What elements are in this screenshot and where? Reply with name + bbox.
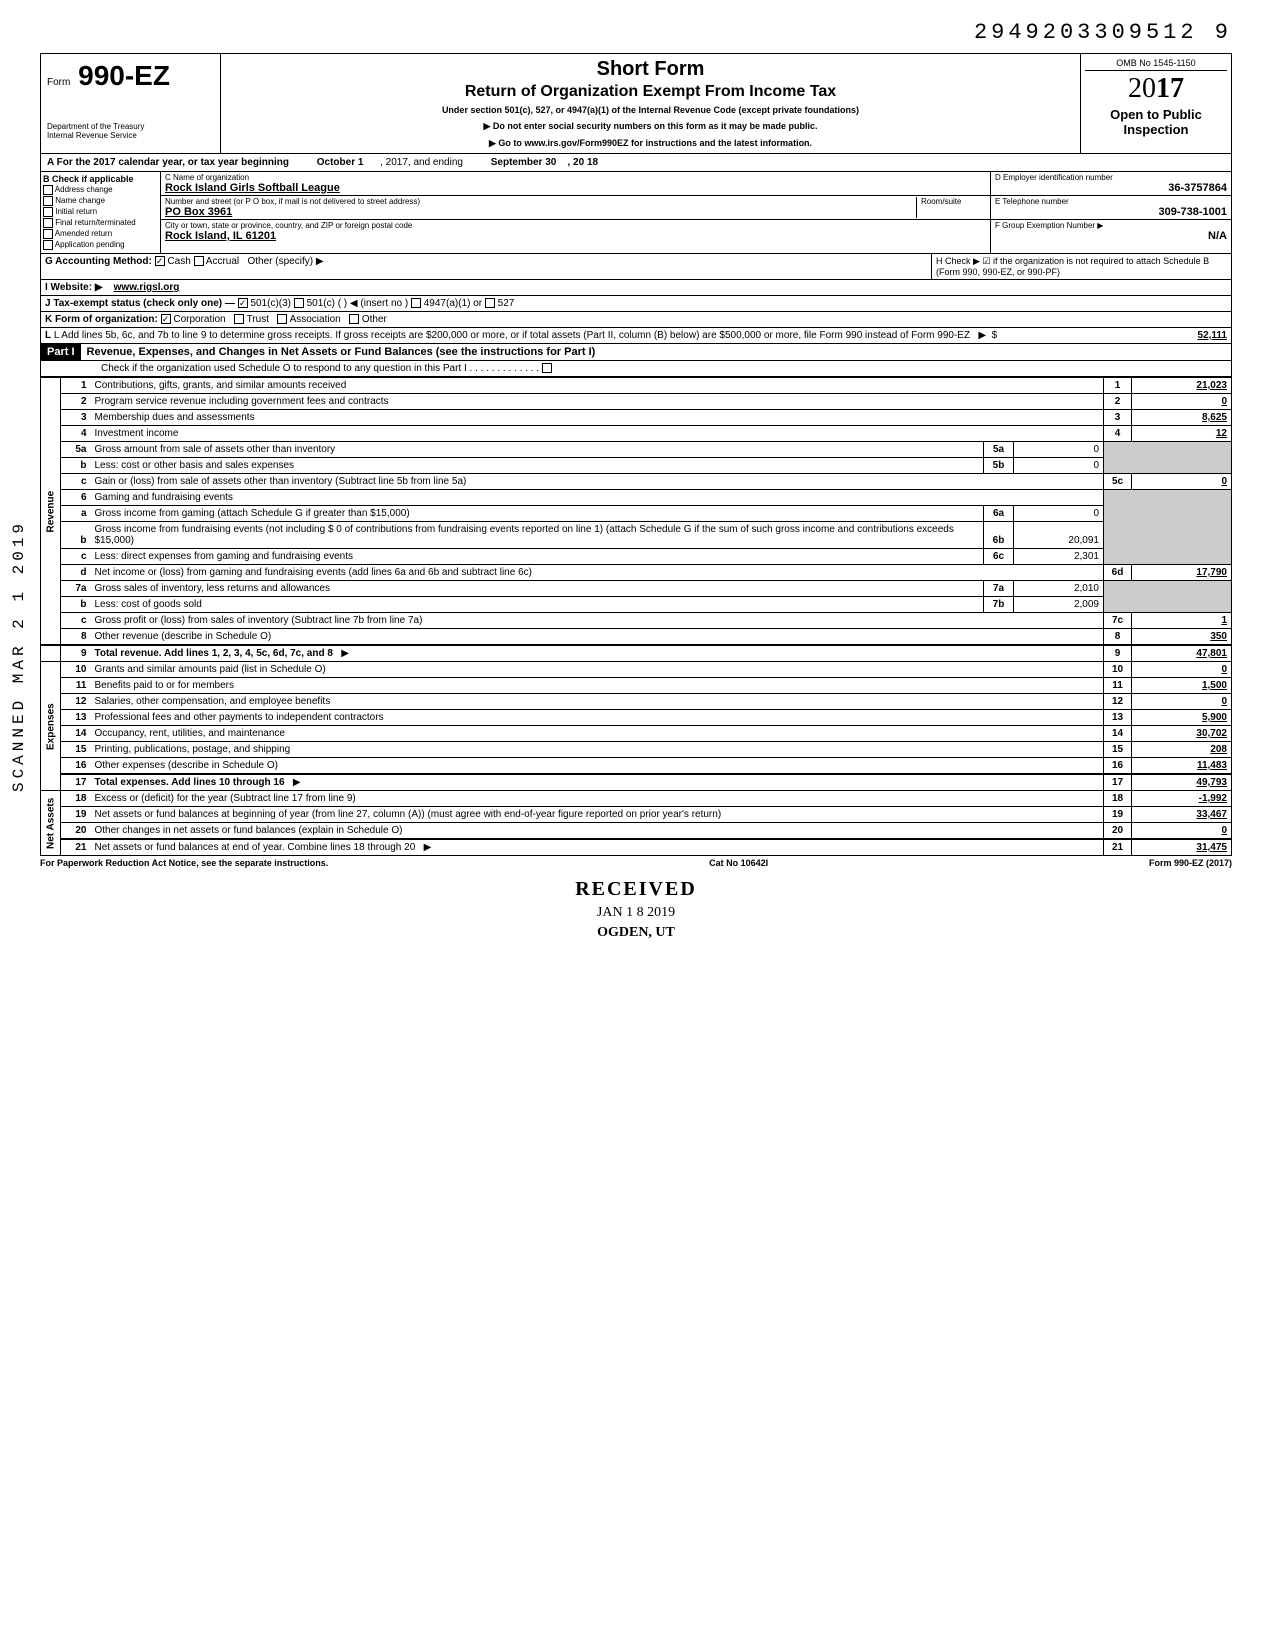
chk-association[interactable] xyxy=(277,314,287,324)
row-l-gross-receipts: L L Add lines 5b, 6c, and 7b to line 9 t… xyxy=(41,328,1131,343)
chk-trust[interactable] xyxy=(234,314,244,324)
row-j-tax-status: J Tax-exempt status (check only one) — ✓… xyxy=(41,296,1231,311)
footer-cat: Cat No 10642I xyxy=(709,858,768,868)
section-expenses: Expenses xyxy=(41,662,61,791)
chk-527[interactable] xyxy=(485,298,495,308)
part1-check: Check if the organization used Schedule … xyxy=(41,361,1231,376)
entity-info-grid: B Check if applicable Address change Nam… xyxy=(40,172,1232,254)
part1-title: Revenue, Expenses, and Changes in Net As… xyxy=(81,346,596,358)
footer-paperwork: For Paperwork Reduction Act Notice, see … xyxy=(40,858,328,868)
tax-year: 20201717 xyxy=(1085,73,1227,105)
e-phone-label: E Telephone number xyxy=(995,197,1227,206)
row-g-accounting: G Accounting Method: ✓ Cash Accrual Othe… xyxy=(41,254,931,279)
form-prefix: Form xyxy=(47,77,70,88)
scanned-stamp: SCANNED MAR 2 1 2019 xyxy=(10,520,28,792)
b-header: B Check if applicable xyxy=(43,174,158,184)
phone-value: 309-738-1001 xyxy=(995,206,1227,218)
c-city-label: City or town, state or province, country… xyxy=(165,221,986,230)
form-header: Form 990-EZ Department of the Treasury I… xyxy=(40,53,1232,154)
subtitle: Under section 501(c), 527, or 4947(a)(1)… xyxy=(229,105,1072,115)
chk-address-change[interactable]: Address change xyxy=(43,185,158,195)
row-h-schedule-b: H Check ▶ ☑ if the organization is not r… xyxy=(931,254,1231,279)
open-public: Open to Public Inspection xyxy=(1085,107,1227,137)
chk-corporation[interactable]: ✓ xyxy=(161,314,171,324)
title-short-form: Short Form xyxy=(229,58,1072,81)
chk-final-return[interactable]: Final return/terminated xyxy=(43,218,158,228)
doc-id-number: 2949203309512 9 xyxy=(40,20,1232,45)
room-suite-label: Room/suite xyxy=(916,197,986,218)
section-net-assets: Net Assets xyxy=(41,791,61,856)
l-amount: 52,111 xyxy=(1131,328,1231,343)
chk-initial-return[interactable]: Initial return xyxy=(43,207,158,217)
form-number: 990-EZ xyxy=(78,60,170,91)
chk-amended[interactable]: Amended return xyxy=(43,229,158,239)
org-address: PO Box 3961 xyxy=(165,206,916,218)
omb-number: OMB No 1545-1150 xyxy=(1085,58,1227,71)
warning-ssn: ▶ Do not enter social security numbers o… xyxy=(229,121,1072,132)
chk-schedule-o[interactable] xyxy=(542,363,552,373)
footer: For Paperwork Reduction Act Notice, see … xyxy=(40,856,1232,870)
chk-other-org[interactable] xyxy=(349,314,359,324)
dept-label: Department of the Treasury Internal Reve… xyxy=(47,122,214,140)
main-table: Revenue 1Contributions, gifts, grants, a… xyxy=(40,377,1232,856)
chk-501c3[interactable]: ✓ xyxy=(238,298,248,308)
row-i-website: I Website: ▶ www.rigsl.org xyxy=(41,280,1231,295)
received-stamp: RECEIVED JAN 1 8 2019 OGDEN, UT xyxy=(40,878,1232,941)
org-city: Rock Island, IL 61201 xyxy=(165,230,986,242)
c-name-label: C Name of organization xyxy=(165,173,986,182)
chk-cash[interactable]: ✓ xyxy=(155,256,165,266)
chk-accrual[interactable] xyxy=(194,256,204,266)
row-k-form-org: K Form of organization: ✓ Corporation Tr… xyxy=(41,312,1231,327)
footer-form: Form 990-EZ (2017) xyxy=(1149,858,1232,868)
warning-url: ▶ Go to www.irs.gov/Form990EZ for instru… xyxy=(229,138,1072,149)
f-group-label: F Group Exemption Number ▶ xyxy=(995,221,1227,230)
section-revenue: Revenue xyxy=(41,378,61,646)
group-exemption-value: N/A xyxy=(995,230,1227,242)
org-name: Rock Island Girls Softball League xyxy=(165,182,986,194)
part1-header: Part I xyxy=(41,344,81,360)
title-return: Return of Organization Exempt From Incom… xyxy=(229,83,1072,101)
chk-name-change[interactable]: Name change xyxy=(43,196,158,206)
c-addr-label: Number and street (or P O box, if mail i… xyxy=(165,197,916,206)
chk-app-pending[interactable]: Application pending xyxy=(43,240,158,250)
chk-4947[interactable] xyxy=(411,298,421,308)
d-ein-label: D Employer identification number xyxy=(995,173,1227,182)
chk-501c[interactable] xyxy=(294,298,304,308)
row-a-tax-year: A For the 2017 calendar year, or tax yea… xyxy=(40,154,1232,172)
ein-value: 36-3757864 xyxy=(995,182,1227,194)
